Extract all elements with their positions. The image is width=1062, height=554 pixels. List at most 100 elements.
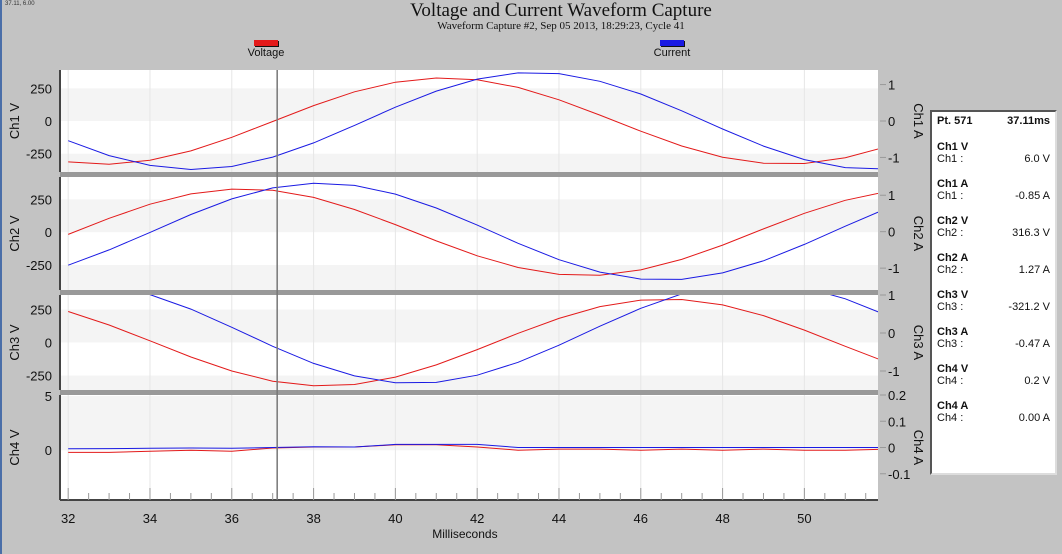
legend-voltage-label: Voltage [247, 47, 285, 59]
x-axis-label: Milliseconds [432, 527, 497, 541]
panel-ch2: 250 0 -250 1 0 -1 Ch2 V Ch2 A [7, 177, 926, 295]
readout-entry: Ch2 A Ch2 : 1.27 A [937, 252, 1050, 277]
cursor-readout-panel: Pt. 571 37.11ms Ch1 V Ch1 : 6.0 V Ch1 A Ch1… [930, 110, 1057, 475]
y-axis-label-left: Ch1 V [7, 103, 22, 139]
y-tick-label-left: 0 [45, 114, 52, 129]
readout-channel-name: Ch4 A [937, 400, 969, 412]
legend-current[interactable]: Current [632, 40, 712, 59]
y-tick-label-right: -1 [888, 261, 900, 276]
readout-channel-label: Ch4 : [937, 412, 964, 424]
x-tick-label: 40 [388, 511, 402, 526]
readout-entry: Ch3 V Ch3 : -321.2 V [937, 289, 1050, 314]
readout-entry: Ch3 A Ch3 : -0.47 A [937, 326, 1050, 351]
y-tick-label-left: 0 [45, 336, 52, 351]
current-series-line [149, 295, 878, 384]
panel-separator [60, 172, 878, 177]
y-axis-label-left: Ch2 V [7, 215, 22, 251]
y-tick-label-right: 1 [888, 188, 895, 203]
readout-channel-name: Ch2 A [937, 252, 969, 264]
y-tick-label-right: 0.1 [888, 414, 906, 429]
window-edge [0, 0, 2, 554]
readout-value: 1.27 A [1018, 264, 1050, 276]
readout-channel-label: Ch1 : [937, 190, 964, 202]
readout-channel-label: Ch4 : [937, 375, 964, 387]
readout-entry: Ch4 A Ch4 : 0.00 A [937, 400, 1050, 425]
readout-channel-name: Ch2 V [937, 215, 969, 227]
x-tick-label: 32 [61, 511, 75, 526]
y-tick-label-left: 0 [45, 443, 52, 458]
y-tick-label-right: 1 [888, 78, 895, 93]
y-tick-label-right: -1 [888, 150, 900, 165]
readout-value: 0.2 V [1024, 375, 1050, 387]
y-tick-label-left: 250 [30, 81, 52, 96]
readout-channel-name: Ch1 V [937, 141, 969, 153]
panel-separator [60, 390, 878, 395]
y-axis-label-right: Ch1 A [911, 103, 926, 139]
readout-channel-name: Ch4 V [937, 363, 969, 375]
y-tick-label-right: 0 [888, 114, 895, 129]
y-tick-label-left: -250 [26, 368, 52, 383]
y-tick-label-left: 5 [45, 389, 52, 404]
readout-point: Pt. 571 [937, 115, 973, 127]
readout-channel-label: Ch1 : [937, 153, 964, 165]
current-series-line [68, 443, 878, 450]
x-tick-label: 38 [306, 511, 320, 526]
x-tick-label: 48 [715, 511, 729, 526]
panel-ch1: 250 0 -250 1 0 -1 Ch1 V Ch1 A [7, 70, 926, 177]
current-series-line [68, 72, 878, 171]
readout-channel-name: Ch1 A [937, 178, 969, 190]
voltage-series-line [68, 77, 878, 165]
grid-band [60, 153, 878, 172]
readout-time: 37.11ms [1007, 115, 1050, 127]
voltage-series-line [68, 444, 878, 453]
readout-entry: Ch1 V Ch1 : 6.0 V [937, 141, 1050, 166]
y-tick-label-left: -250 [26, 258, 52, 273]
voltage-series-line [68, 188, 878, 276]
legend-voltage[interactable]: Voltage [226, 40, 306, 59]
chart-subtitle: Waveform Capture #2, Sep 05 2013, 18:29:… [437, 20, 685, 32]
voltage-swatch [254, 40, 278, 46]
grid-band [60, 265, 878, 290]
readout-entry: Ch4 V Ch4 : 0.2 V [937, 363, 1050, 388]
y-axis-label-right: Ch3 A [911, 325, 926, 361]
readout-channel-name: Ch3 V [937, 289, 969, 301]
y-tick-label-right: 1 [888, 288, 895, 303]
x-tick-label: 44 [552, 511, 566, 526]
y-tick-label-right: -0.1 [888, 467, 910, 482]
y-axis-label-right: Ch4 A [911, 430, 926, 466]
grid-band [60, 309, 878, 343]
y-axis-label-right: Ch2 A [911, 216, 926, 252]
panel-separator [60, 290, 878, 295]
y-tick-label-right: 0 [888, 225, 895, 240]
y-tick-label-right: -1 [888, 364, 900, 379]
y-axis-label-left: Ch3 V [7, 324, 22, 360]
readout-value: -0.85 A [1015, 190, 1050, 202]
y-tick-label-left: -250 [26, 147, 52, 162]
panel-ch3: 250 0 -250 1 0 -1 Ch3 V Ch3 A [7, 288, 926, 395]
x-tick-label: 46 [634, 511, 648, 526]
legend-current-label: Current [653, 47, 691, 59]
y-tick-label-right: 0.2 [888, 388, 906, 403]
readout-entry: Ch2 V Ch2 : 316.3 V [937, 215, 1050, 240]
readout-value: -321.2 V [1008, 301, 1050, 313]
x-tick-label: 36 [225, 511, 239, 526]
readout-channel-label: Ch3 : [937, 338, 964, 350]
readout-value: 316.3 V [1012, 227, 1050, 239]
y-tick-label-left: 250 [30, 192, 52, 207]
readout-value: -0.47 A [1015, 338, 1050, 350]
y-tick-label-right: 0 [888, 441, 895, 456]
y-tick-label-left: 0 [45, 225, 52, 240]
grid-band [60, 396, 878, 451]
x-tick-label: 34 [143, 511, 157, 526]
x-tick-label: 50 [797, 511, 811, 526]
readout-value: 6.0 V [1024, 153, 1050, 165]
current-series-line [68, 182, 878, 280]
grid-band [60, 88, 878, 121]
y-tick-label-right: 0 [888, 326, 895, 341]
readout-channel-name: Ch3 A [937, 326, 969, 338]
readout-channel-label: Ch3 : [937, 301, 964, 313]
readout-value: 0.00 A [1018, 412, 1050, 424]
voltage-series-line [68, 298, 878, 387]
grid-band [60, 199, 878, 233]
